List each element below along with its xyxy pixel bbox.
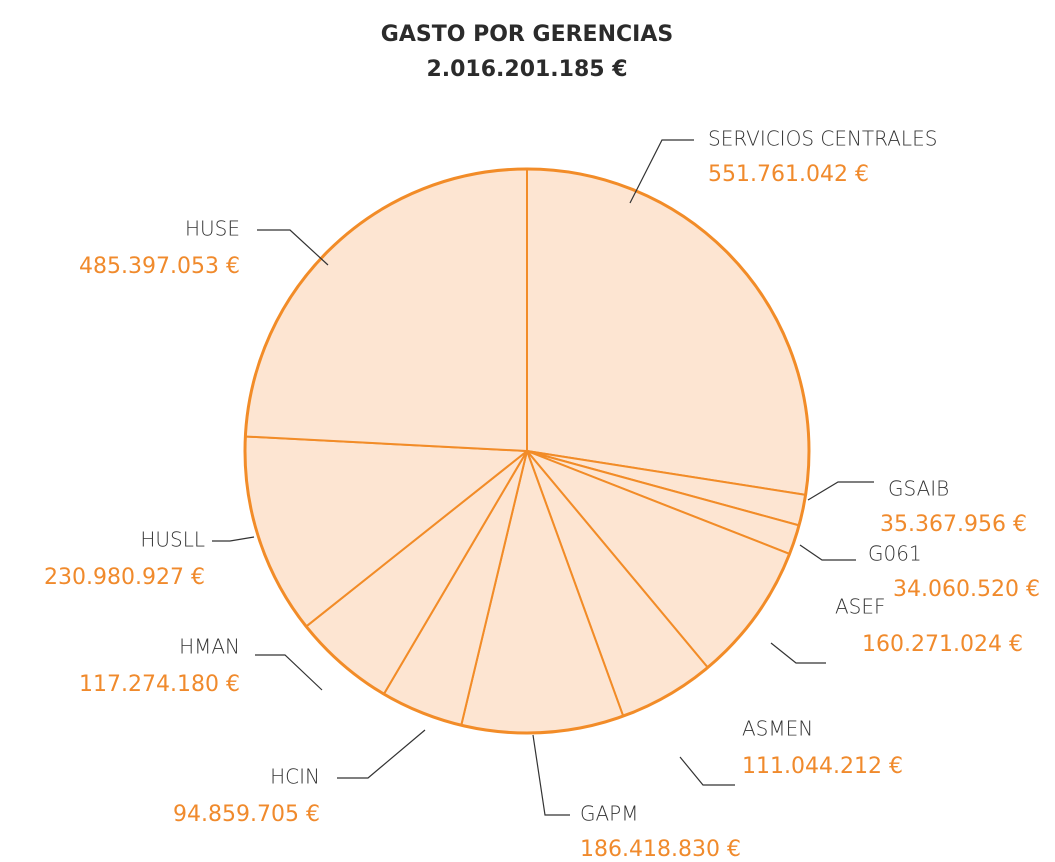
leader-line bbox=[212, 536, 255, 542]
slice-label: ASMEN bbox=[742, 717, 813, 741]
pie-slice bbox=[244, 168, 528, 452]
value-label: 160.271.024 € bbox=[862, 632, 1023, 657]
leader-line bbox=[337, 729, 426, 779]
leader-line bbox=[257, 229, 329, 266]
value-label: 117.274.180 € bbox=[79, 672, 240, 697]
value-label: 34.060.520 € bbox=[893, 577, 1040, 602]
slice-label: GSAIB bbox=[888, 477, 949, 501]
value-label: 551.761.042 € bbox=[708, 162, 869, 187]
slice-label: HUSE bbox=[185, 217, 240, 241]
leader-line bbox=[629, 139, 694, 204]
value-label: 35.367.956 € bbox=[880, 512, 1027, 537]
leader-line bbox=[799, 544, 856, 561]
value-label: 485.397.053 € bbox=[79, 254, 240, 279]
value-label: 186.418.830 € bbox=[580, 837, 741, 862]
value-label: 94.859.705 € bbox=[173, 802, 320, 827]
slice-label: HMAN bbox=[179, 635, 240, 659]
leader-line bbox=[807, 481, 874, 501]
value-label: 111.044.212 € bbox=[742, 754, 903, 779]
value-label: 230.980.927 € bbox=[44, 565, 205, 590]
slice-label: SERVICIOS CENTRALES bbox=[708, 127, 937, 151]
leader-line bbox=[255, 654, 323, 691]
leader-line bbox=[679, 756, 735, 786]
pie-slice bbox=[526, 168, 810, 496]
leader-line bbox=[770, 642, 826, 664]
slice-label: ASEF bbox=[835, 595, 886, 619]
slice-label: GAPM bbox=[580, 802, 639, 826]
slice-label: HUSLL bbox=[140, 528, 205, 552]
slice-label: HCIN bbox=[270, 765, 320, 789]
slice-label: G061 bbox=[868, 542, 922, 566]
chart-title: GASTO POR GERENCIAS bbox=[381, 22, 673, 47]
chart-subtitle: 2.016.201.185 € bbox=[426, 57, 627, 82]
leader-line bbox=[532, 734, 570, 816]
pie-outline bbox=[243, 167, 811, 735]
